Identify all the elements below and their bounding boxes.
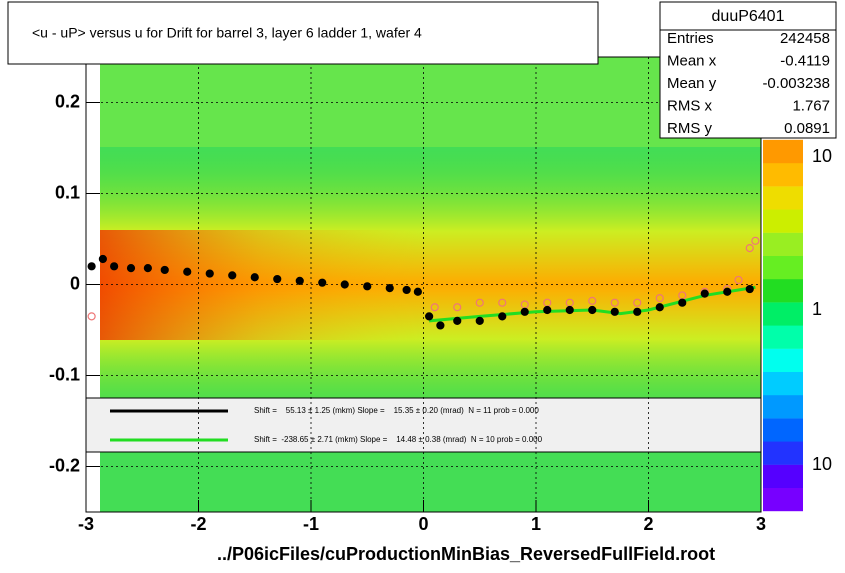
data-point <box>498 298 507 307</box>
stats-value: -0.003238 <box>762 75 830 92</box>
stats-value: 0.0891 <box>784 120 830 137</box>
data-point <box>588 296 597 305</box>
colorbar-band <box>763 139 803 164</box>
colorbar-label: 10 <box>812 146 832 166</box>
stats-label: Entries <box>667 30 714 47</box>
data-point <box>205 269 214 278</box>
stats-value: 1.767 <box>792 97 830 114</box>
data-point <box>745 244 754 253</box>
y-tick-label: -0.2 <box>49 455 80 475</box>
data-point <box>126 264 136 273</box>
colorbar-band <box>763 302 803 326</box>
stats-label: Mean y <box>667 75 717 92</box>
data-point <box>413 287 422 296</box>
data-point <box>498 312 507 321</box>
data-point <box>751 236 760 245</box>
colorbar <box>763 139 803 512</box>
data-point <box>520 307 529 316</box>
x-axis-label: ../P06icFiles/cuProductionMinBias_Revers… <box>217 544 715 564</box>
data-point <box>402 285 411 295</box>
y-tick-label: 0.1 <box>55 182 80 202</box>
colorbar-band <box>763 279 803 303</box>
x-tick-label: -1 <box>303 514 319 534</box>
colorbar-band <box>763 186 803 210</box>
colorbar-label: 10 <box>812 454 832 474</box>
data-point <box>183 267 192 276</box>
x-tick-label: 3 <box>756 514 766 534</box>
colorbar-band <box>763 418 803 442</box>
data-point <box>98 254 107 264</box>
data-point <box>110 262 119 271</box>
data-point <box>633 298 642 307</box>
stats-title: duuP6401 <box>712 8 785 25</box>
colorbar-band <box>763 232 803 256</box>
data-point <box>160 265 169 275</box>
data-point <box>734 275 743 285</box>
legend-text: Shift = 55.13 ± 1.25 (mkm) Slope = 15.35… <box>254 406 539 415</box>
data-point <box>318 278 327 287</box>
y-tick-label: -0.1 <box>49 364 80 384</box>
stats-value: 242458 <box>780 30 830 47</box>
data-point <box>363 282 372 291</box>
x-tick-label: 2 <box>643 514 653 534</box>
data-point <box>87 262 96 271</box>
stats-label: Mean x <box>667 52 717 69</box>
data-point <box>273 274 282 284</box>
stats-box <box>659 1 837 139</box>
data-point <box>700 289 709 298</box>
data-point <box>610 298 619 307</box>
data-point <box>385 284 394 293</box>
legend-text: Shift = -238.65 ± 2.71 (mkm) Slope = 14.… <box>254 435 543 444</box>
stats-label: RMS y <box>667 120 713 137</box>
colorbar-band <box>763 348 803 372</box>
x-tick-label: 0 <box>418 514 428 534</box>
data-point <box>655 303 664 312</box>
x-tick-label: -2 <box>190 514 206 534</box>
colorbar-band <box>763 255 803 280</box>
fit-line <box>428 285 756 323</box>
colorbar-band <box>763 371 803 396</box>
data-point <box>453 303 462 312</box>
data-point <box>430 303 439 312</box>
data-point <box>228 271 237 280</box>
stats-label: RMS x <box>667 97 713 114</box>
colorbar-band <box>763 395 803 419</box>
data-point <box>588 305 597 315</box>
y-tick-label: 0.2 <box>55 91 80 111</box>
data-point <box>610 307 619 316</box>
chart-title: <u - uP> versus u for Drift for barrel 3… <box>32 25 422 41</box>
data-point <box>655 294 664 303</box>
data-point <box>143 264 152 273</box>
stats-value: -0.4119 <box>780 52 830 69</box>
x-tick-label: 1 <box>531 514 541 534</box>
colorbar-label: 1 <box>812 299 822 319</box>
data-point <box>745 284 754 294</box>
colorbar-band <box>763 209 803 233</box>
data-point <box>425 312 434 321</box>
colorbar-band <box>763 487 803 512</box>
data-point <box>295 276 304 285</box>
data-point <box>678 298 687 307</box>
data-point <box>453 316 462 325</box>
data-point <box>340 280 349 289</box>
colorbar-band <box>763 163 803 187</box>
data-point <box>436 321 445 330</box>
data-point <box>475 316 484 325</box>
data-point <box>87 312 96 321</box>
data-point <box>475 298 484 307</box>
x-tick-label: -3 <box>78 514 94 534</box>
data-point <box>633 307 642 316</box>
data-point <box>250 273 259 282</box>
y-tick-label: 0 <box>70 273 80 293</box>
data-point <box>543 305 552 315</box>
colorbar-band <box>763 325 803 349</box>
data-point <box>565 305 574 315</box>
colorbar-band <box>763 441 803 465</box>
data-point <box>723 287 732 296</box>
colorbar-band <box>763 464 803 488</box>
title-box <box>7 1 599 65</box>
